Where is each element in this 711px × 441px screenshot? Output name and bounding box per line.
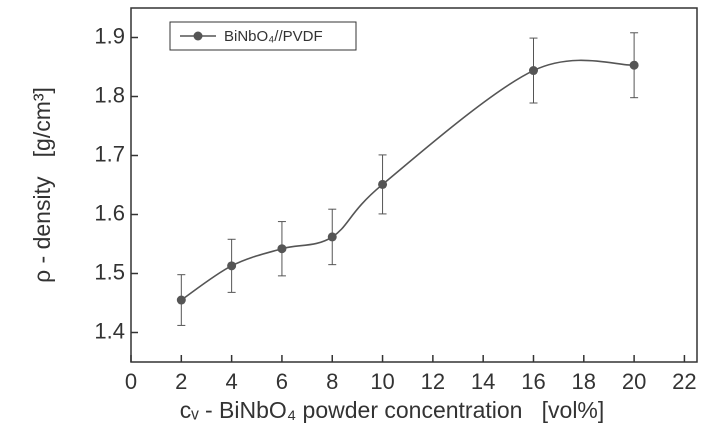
x-tick-label: 10 bbox=[370, 369, 394, 394]
data-point bbox=[277, 244, 287, 254]
y-tick-label: 1.9 bbox=[94, 23, 125, 48]
x-tick-label: 18 bbox=[572, 369, 596, 394]
plot-frame bbox=[130, 7, 698, 363]
y-tick-label: 1.5 bbox=[94, 259, 125, 284]
x-tick-label: 12 bbox=[421, 369, 445, 394]
x-tick-label: 14 bbox=[471, 369, 495, 394]
data-point bbox=[327, 232, 337, 242]
y-tick-label: 1.4 bbox=[94, 318, 125, 343]
legend-marker bbox=[193, 31, 203, 41]
x-tick-label: 6 bbox=[276, 369, 288, 394]
data-point bbox=[227, 261, 237, 271]
x-tick-label: 8 bbox=[326, 369, 338, 394]
y-tick-label: 1.6 bbox=[94, 200, 125, 225]
data-point bbox=[528, 66, 538, 76]
legend-label: BiNbO₄//PVDF bbox=[224, 28, 323, 45]
y-tick-label: 1.8 bbox=[94, 82, 125, 107]
x-tick-label: 20 bbox=[622, 369, 646, 394]
data-point bbox=[176, 295, 186, 305]
y-tick-label: 1.7 bbox=[94, 141, 125, 166]
x-axis-label: cᵥ - BiNbO₄ powder concentration [vol%] bbox=[180, 397, 605, 423]
x-tick-label: 2 bbox=[175, 369, 187, 394]
x-tick-label: 4 bbox=[225, 369, 237, 394]
data-point bbox=[378, 179, 388, 189]
x-tick-label: 22 bbox=[672, 369, 696, 394]
x-tick-label: 16 bbox=[521, 369, 545, 394]
y-axis-label: ρ - density [g/cm³] bbox=[29, 87, 55, 283]
data-point bbox=[629, 60, 639, 70]
series-line bbox=[180, 59, 635, 301]
x-tick-label: 0 bbox=[125, 369, 137, 394]
